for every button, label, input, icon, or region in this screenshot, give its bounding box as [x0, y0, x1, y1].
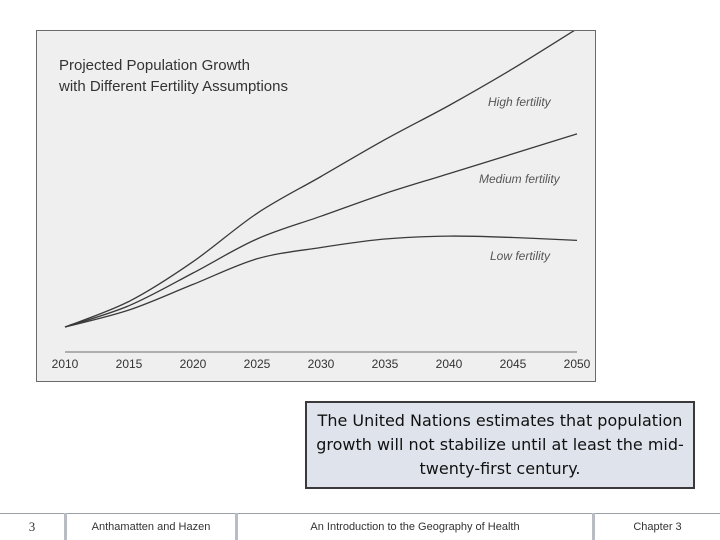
footer-separator [64, 513, 67, 540]
x-tick-label: 2035 [372, 357, 399, 371]
series-label-high-fertility: High fertility [488, 95, 551, 109]
chart-title-line-2: with Different Fertility Assumptions [59, 78, 288, 95]
footer-book-title: An Introduction to the Geography of Heal… [310, 521, 520, 533]
series-label-low-fertility: Low fertility [490, 249, 551, 263]
page-number: 3 [28, 519, 36, 534]
x-tick-label: 2030 [308, 357, 335, 371]
x-tick-label: 2010 [52, 357, 79, 371]
series-label-medium-fertility: Medium fertility [479, 172, 560, 186]
footer-separator [592, 513, 595, 540]
x-tick-label: 2025 [244, 357, 271, 371]
x-tick-label: 2040 [436, 357, 463, 371]
callout-text: The United Nations estimates that popula… [316, 411, 684, 478]
x-tick-label: 2015 [116, 357, 143, 371]
series-line-medium-fertility [64, 133, 578, 328]
x-tick-labels: 2010 2015 2020 2025 2030 2035 2040 2045 2050 [52, 357, 591, 371]
chart-title: Projected Population Growth with Differe… [59, 55, 359, 97]
x-tick-label: 2020 [180, 357, 207, 371]
series-line-high-fertility [64, 31, 575, 328]
slide-footer: 3 Anthamatten and Hazen An Introduction … [0, 513, 720, 540]
x-tick-label: 2050 [564, 357, 591, 371]
chart-title-line-1: Projected Population Growth [59, 57, 250, 74]
un-estimate-callout: The United Nations estimates that popula… [305, 401, 695, 489]
x-tick-label: 2045 [500, 357, 527, 371]
footer-separator [235, 513, 238, 540]
series-line-low-fertility [64, 235, 578, 328]
population-chart: 2010 2015 2020 2025 2030 2035 2040 2045 2050 Pro… [36, 30, 596, 382]
footer-authors: Anthamatten and Hazen [91, 521, 211, 533]
chart-svg: 2010 2015 2020 2025 2030 2035 2040 2045 2050 [52, 31, 591, 371]
footer-chapter: Chapter 3 [633, 521, 682, 533]
series-group [64, 31, 578, 328]
footer-divider-line [0, 513, 720, 514]
